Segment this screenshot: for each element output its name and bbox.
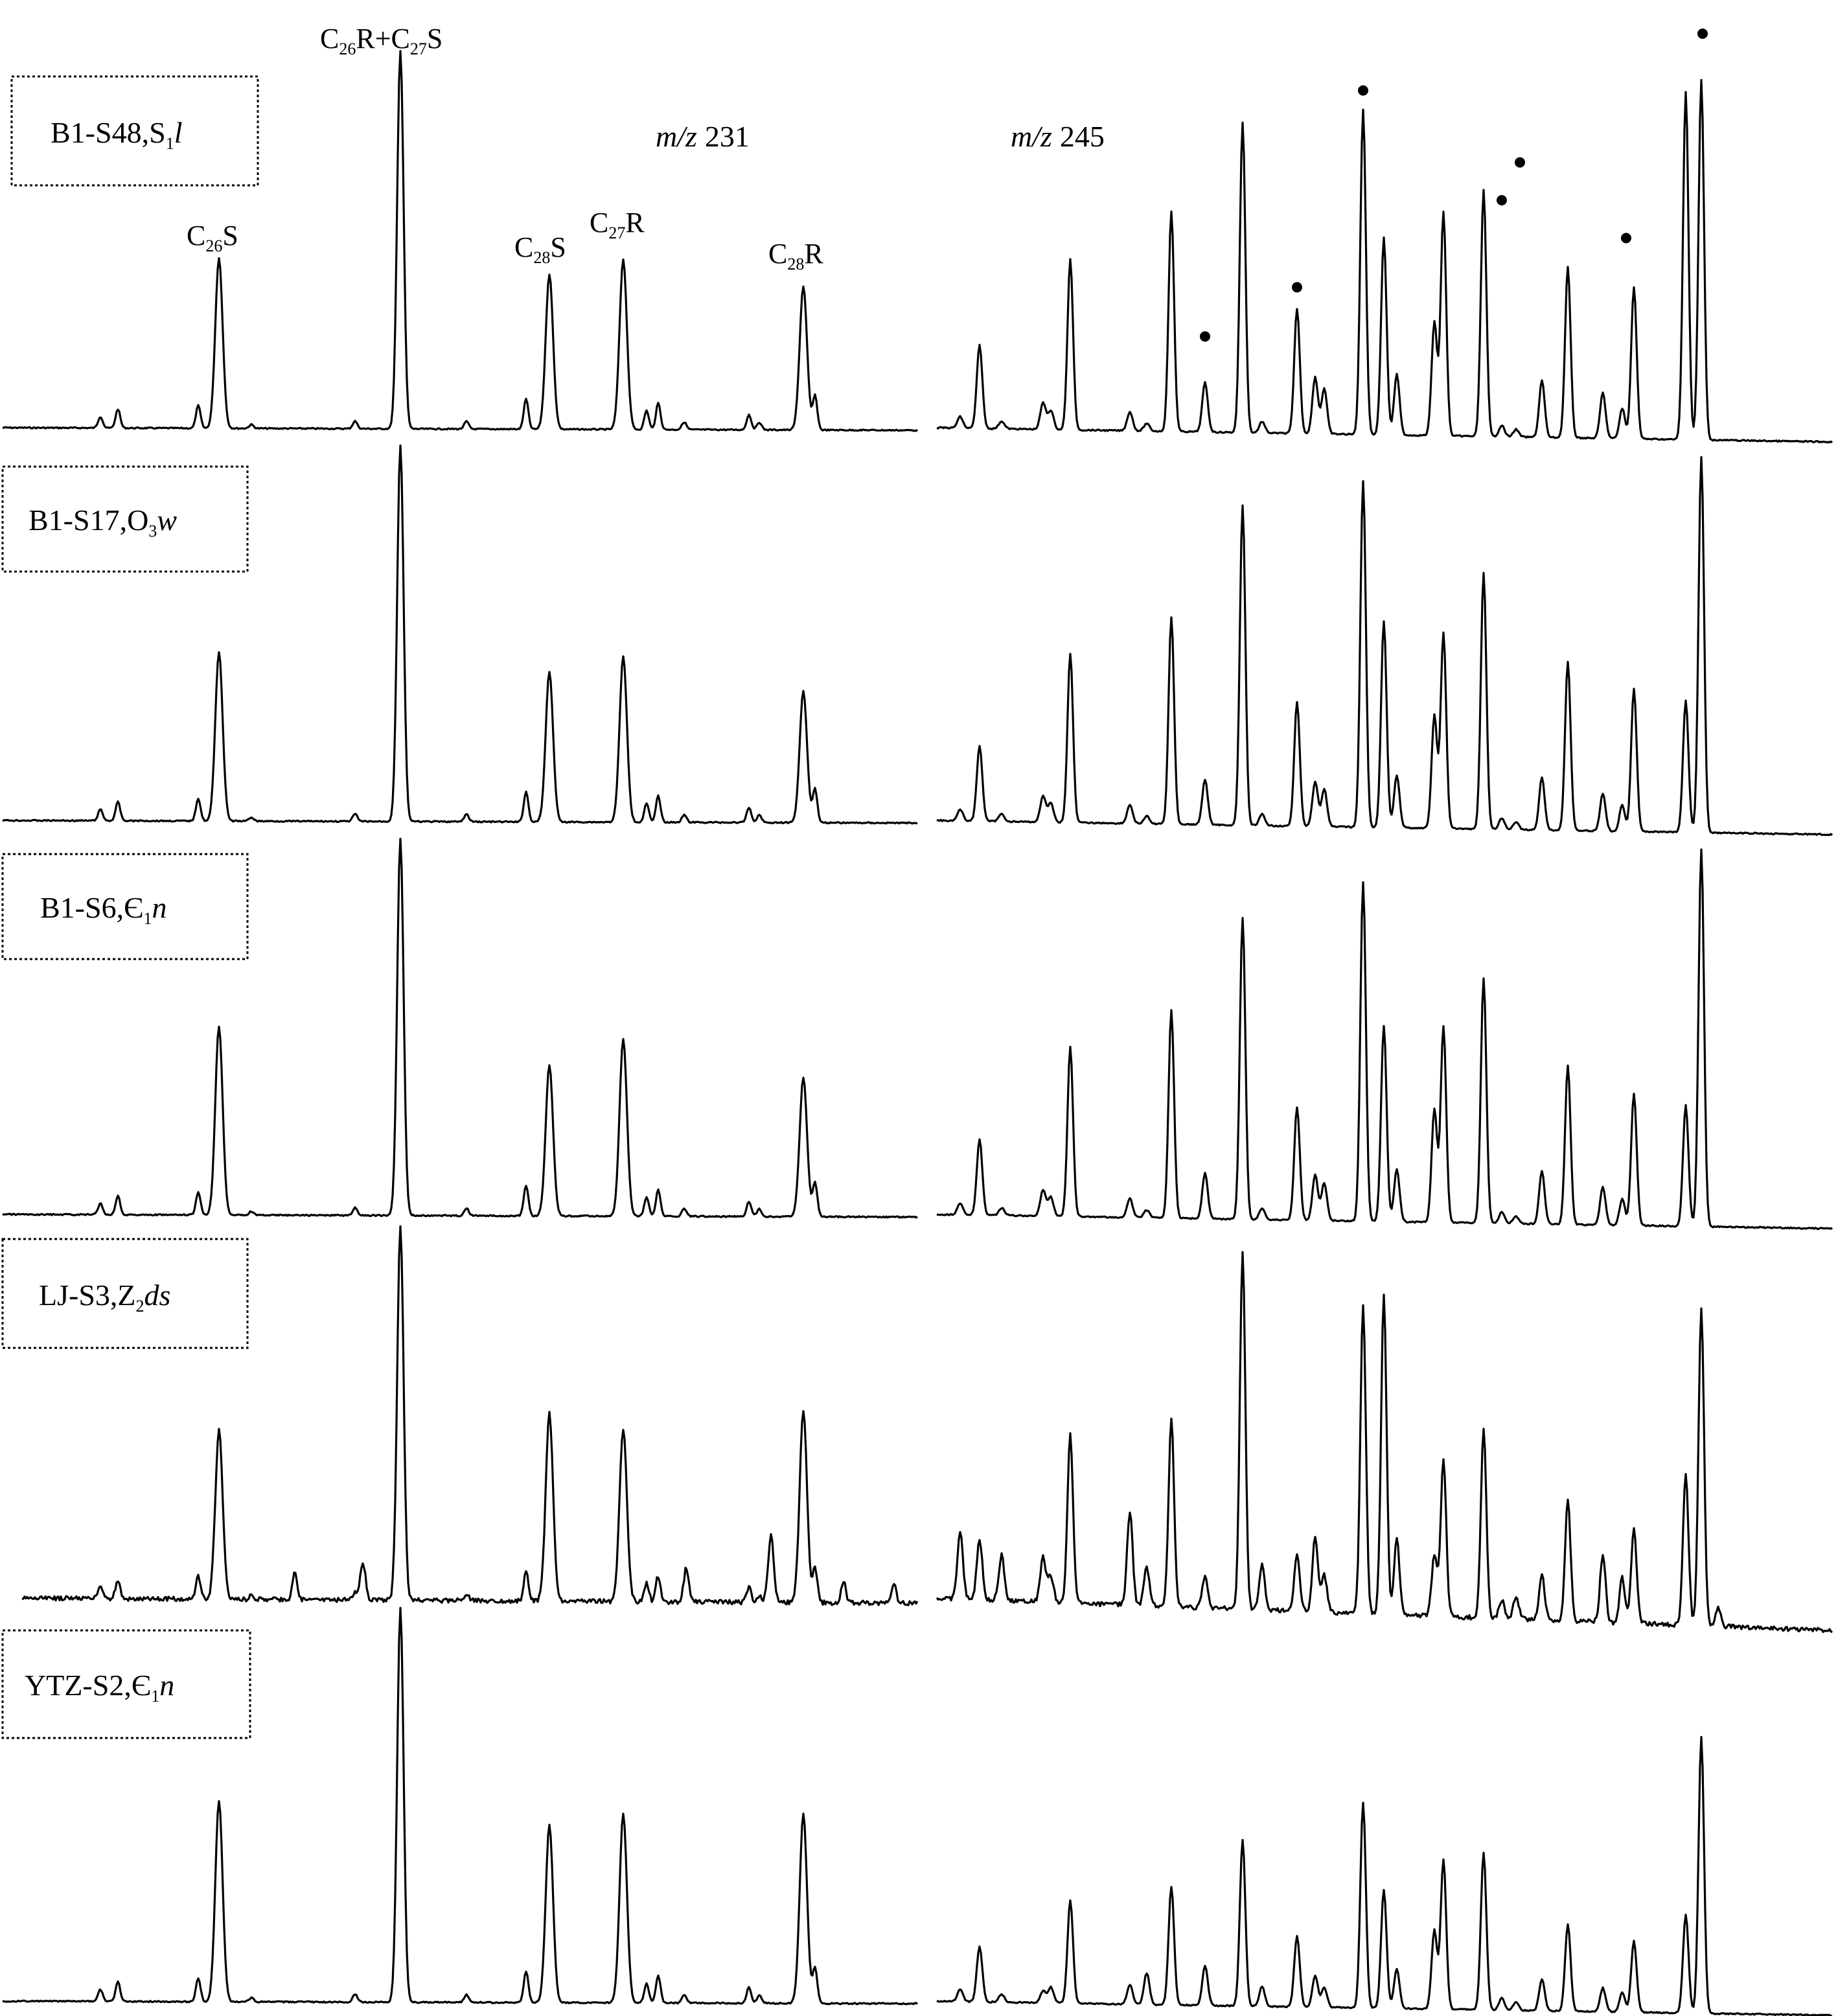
marked-peak-dot	[1497, 195, 1507, 205]
trace-mz231-ytz-s2	[2, 1606, 918, 2006]
marked-peak-dot	[1621, 233, 1631, 244]
chromatogram-traces	[2, 50, 1833, 2016]
svg-text:LJ-S3,Z2ds: LJ-S3,Z2ds	[39, 1279, 170, 1315]
sample-box	[1, 1238, 249, 1349]
peak-label-c26s: C26S	[187, 220, 238, 255]
marked-peak-dot	[1358, 85, 1368, 96]
sample-box	[1, 1629, 251, 1739]
sample-label-lj-s3: LJ-S3,Z2ds	[1, 1238, 249, 1349]
sample-label-b1-s17: B1-S17,O3w	[1, 465, 249, 573]
trace-mz245-b1-s48	[936, 78, 1833, 444]
peak-label-c28r: C28R	[768, 238, 823, 273]
channel-label-mz231: m/z 231	[656, 120, 750, 153]
svg-text:B1-S48,S1l: B1-S48,S1l	[51, 116, 182, 153]
sample-label-ytz-s2: YTZ-S2,Є1n	[1, 1629, 251, 1739]
svg-text:B1-S6,Є1n: B1-S6,Є1n	[40, 891, 167, 928]
trace-mz231-b1-s48	[2, 50, 919, 432]
trace-mz245-b1-s17	[936, 456, 1833, 837]
marked-peak-dots	[1200, 29, 1708, 342]
sample-box	[1, 853, 249, 960]
trace-mz231-b1-s6	[2, 837, 918, 1219]
peak-label-c27r: C27R	[590, 207, 645, 242]
sample-box	[1, 465, 249, 573]
trace-mz245-ytz-s2	[936, 1735, 1833, 2016]
channel-label-mz245: m/z 245	[1011, 120, 1105, 153]
trace-mz245-lj-s3	[936, 1251, 1833, 1634]
trace-mz231-b1-s17	[2, 444, 918, 825]
trace-mz231-lj-s3	[21, 1225, 919, 1606]
peak-label-c28s: C28S	[514, 231, 566, 267]
sample-label-b1-s6: B1-S6,Є1n	[1, 853, 249, 960]
marked-peak-dot	[1292, 282, 1302, 293]
marked-peak-dot	[1515, 157, 1525, 168]
trace-mz245-b1-s6	[936, 848, 1833, 1231]
svg-text:B1-S17,O3w: B1-S17,O3w	[29, 504, 177, 540]
svg-text:YTZ-S2,Є1n: YTZ-S2,Є1n	[25, 1669, 174, 1706]
sample-box	[10, 75, 259, 187]
peak-label-c26r-c27s: C26R+C27S	[320, 23, 442, 58]
sample-label-b1-s48: B1-S48,S1l	[10, 75, 259, 187]
marked-peak-dot	[1200, 331, 1210, 342]
marked-peak-dot	[1697, 29, 1708, 39]
